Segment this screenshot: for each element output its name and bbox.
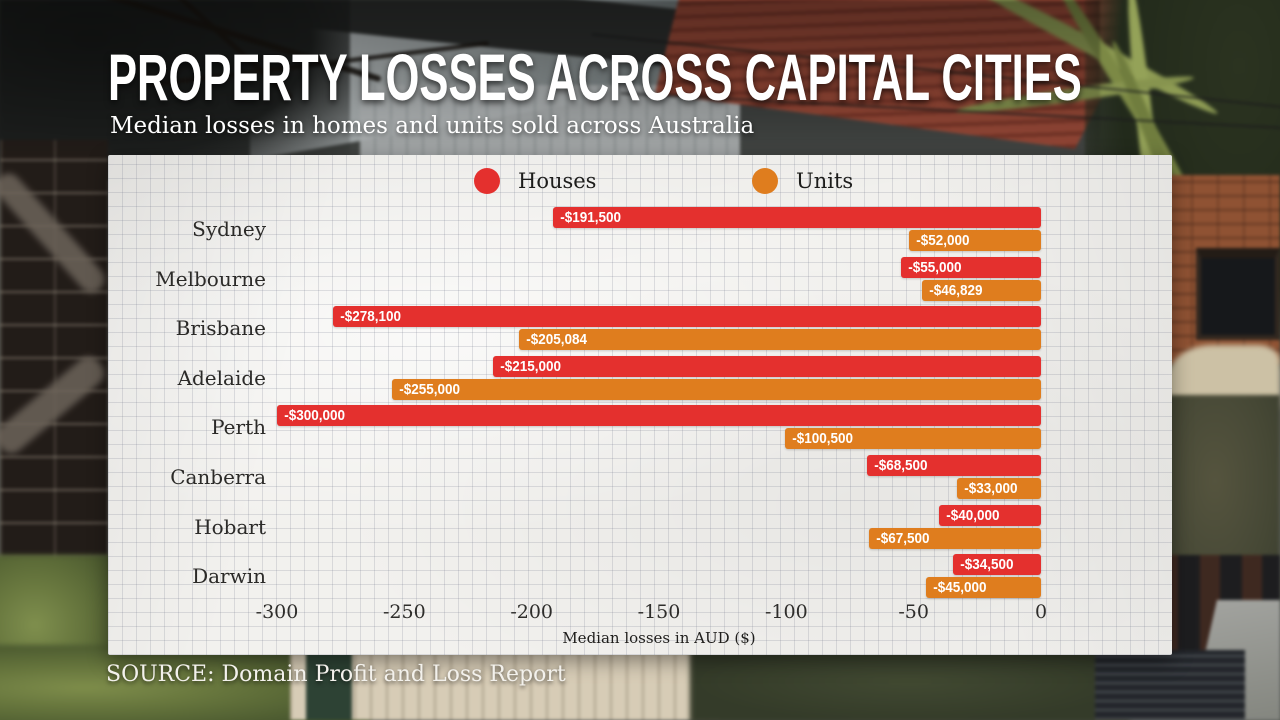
- category-label: Melbourne: [155, 266, 266, 291]
- category-row: Adelaide -$215,000 -$255,000: [108, 355, 1041, 400]
- x-tick-label: -300: [255, 601, 299, 623]
- bar-value-label: -$33,000: [964, 480, 1018, 497]
- bar-units-darwin: -$45,000: [926, 577, 1041, 599]
- bar-units-brisbane: -$205,084: [518, 329, 1041, 351]
- legend-item-houses: Houses: [474, 168, 596, 194]
- background-window-right: [1196, 248, 1280, 340]
- x-tick-label: -150: [637, 601, 681, 623]
- x-tick-label: 0: [1034, 601, 1048, 623]
- category-label: Brisbane: [175, 316, 266, 341]
- category-row: Darwin -$34,500 -$45,000: [108, 554, 1041, 599]
- bar-value-label: -$67,500: [876, 529, 930, 547]
- bar-value-label: -$68,500: [873, 457, 928, 474]
- bar-value-label: -$278,100: [339, 308, 401, 326]
- bar-value-label: -$191,500: [560, 209, 622, 226]
- bar-value-label: -$215,000: [500, 357, 562, 375]
- background-bush-bottom-center: [690, 648, 1130, 720]
- bar-units-sydney: -$52,000: [908, 230, 1041, 251]
- category-row: Sydney -$191,500 -$52,000: [108, 207, 1041, 251]
- x-tick-label: -250: [382, 601, 426, 623]
- bar-value-label: -$55,000: [908, 258, 962, 276]
- category-label: Hobart: [194, 514, 266, 539]
- x-axis-title: Median losses in AUD ($): [562, 629, 756, 647]
- page-title: PROPERTY LOSSES ACROSS CAPITAL CITIES: [108, 40, 1082, 114]
- category-label: Darwin: [192, 564, 266, 589]
- bar-value-label: -$52,000: [915, 232, 970, 249]
- bar-value-label: -$46,829: [928, 281, 983, 299]
- bar-value-label: -$100,500: [792, 430, 854, 448]
- category-row: Brisbane -$278,100 -$205,084: [108, 306, 1041, 351]
- units-legend-label: Units: [796, 169, 854, 193]
- bar-value-label: -$205,084: [525, 331, 587, 349]
- bar-units-melbourne: -$46,829: [921, 279, 1041, 301]
- bar-value-label: -$40,000: [946, 506, 1000, 524]
- houses-legend-label: Houses: [518, 169, 597, 193]
- bar-value-label: -$255,000: [398, 380, 460, 398]
- category-row: Perth -$300,000 -$100,500: [108, 405, 1041, 450]
- x-tick-label: -200: [510, 601, 553, 623]
- bar-houses-hobart: -$40,000: [939, 504, 1041, 526]
- bar-value-label: -$34,500: [960, 556, 1014, 574]
- bar-houses-melbourne: -$55,000: [900, 256, 1041, 278]
- background-green-post: [306, 650, 352, 720]
- legend-item-units: Units: [752, 168, 853, 194]
- source-attribution: SOURCE: Domain Profit and Loss Report: [106, 662, 566, 687]
- background-louver-shutters: [1095, 650, 1245, 720]
- category-row: Hobart -$40,000 -$67,500: [108, 504, 1041, 549]
- bar-units-hobart: -$67,500: [869, 527, 1041, 549]
- category-row: Canberra -$68,500 -$33,000: [108, 455, 1041, 499]
- bar-value-label: -$45,000: [933, 579, 987, 597]
- bar-units-canberra: -$33,000: [956, 478, 1041, 499]
- page-subtitle: Median losses in homes and units sold ac…: [110, 113, 755, 139]
- background-picket-fence-bottom: [290, 650, 720, 720]
- bar-houses-brisbane: -$278,100: [332, 306, 1041, 328]
- units-legend-dot-icon: [752, 168, 778, 194]
- bar-houses-canberra: -$68,500: [866, 455, 1041, 476]
- bar-houses-perth: -$300,000: [277, 405, 1041, 427]
- background-weatherboard-wall: [360, 85, 740, 165]
- x-tick-label: -50: [898, 601, 929, 623]
- category-label: Perth: [211, 415, 266, 440]
- chart-rows: Sydney -$191,500 -$52,000 Melbourne -$55,000…: [108, 207, 1041, 607]
- x-axis-ticks: -300 -250 -200 -150 -100 -50 0: [256, 601, 1047, 625]
- bar-houses-sydney: -$191,500: [553, 207, 1041, 228]
- bar-houses-adelaide: -$215,000: [493, 355, 1041, 377]
- bar-units-adelaide: -$255,000: [391, 378, 1041, 400]
- category-label: Adelaide: [177, 365, 266, 390]
- chart-panel: Houses Units Sydney -$191,500 -$52,000 Melb…: [108, 155, 1172, 655]
- bar-houses-darwin: -$34,500: [953, 554, 1041, 576]
- bar-value-label: -$300,000: [284, 407, 346, 425]
- category-label: Canberra: [170, 465, 266, 489]
- category-row: Melbourne -$55,000 -$46,829: [108, 256, 1041, 301]
- houses-legend-dot-icon: [474, 168, 500, 194]
- background-title-shade: [0, 0, 1100, 170]
- x-tick-label: -100: [764, 601, 808, 623]
- bar-units-perth: -$100,500: [785, 428, 1041, 450]
- category-label: Sydney: [192, 217, 266, 241]
